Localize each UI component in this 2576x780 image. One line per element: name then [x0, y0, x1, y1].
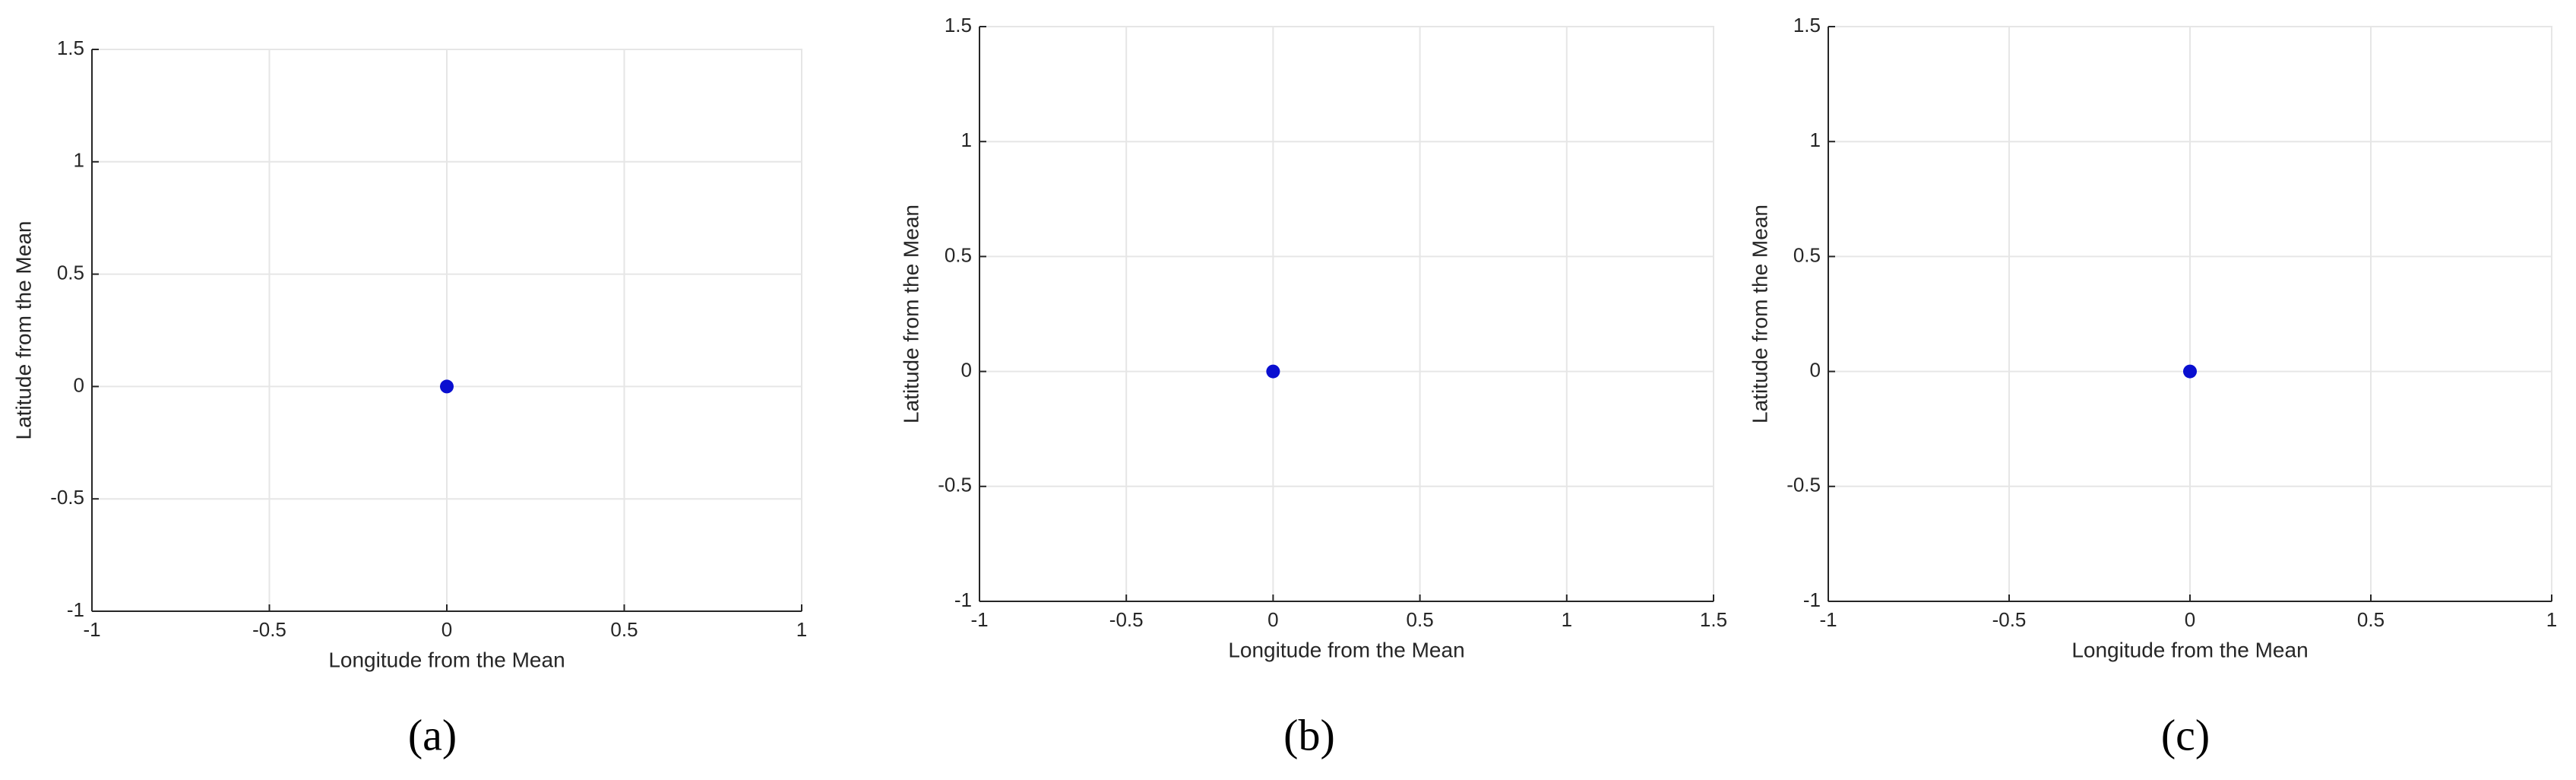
- y-tick-label: 0: [961, 358, 972, 381]
- x-tick-label: -1: [83, 618, 100, 641]
- y-tick-label: 1.5: [57, 36, 84, 59]
- y-tick-label: -1: [1803, 588, 1821, 611]
- y-tick-label: 1: [961, 128, 972, 151]
- y-tick-label: -0.5: [938, 474, 972, 496]
- point: [440, 379, 454, 394]
- y-axis-label: Latitude from the Mean: [11, 221, 35, 440]
- x-tick-label: 1.5: [1700, 608, 1727, 631]
- y-tick-label: -1: [954, 588, 972, 611]
- point: [2183, 364, 2197, 379]
- x-axis-label: Longitude from the Mean: [2071, 638, 2308, 661]
- x-tick-label: 1: [1562, 608, 1572, 631]
- caption: (a): [408, 710, 457, 759]
- y-axis-label: Latitude from the Mean: [899, 205, 922, 423]
- y-tick-label: 0: [74, 373, 84, 396]
- x-tick-label: 0: [1267, 608, 1278, 631]
- x-tick-label: -0.5: [252, 618, 286, 641]
- x-axis-label: Longitude from the Mean: [328, 648, 565, 671]
- x-tick-label: -1: [1819, 608, 1837, 631]
- y-tick-label: -0.5: [50, 486, 84, 509]
- x-tick-label: 1: [2546, 608, 2557, 631]
- caption: (b): [1283, 710, 1335, 759]
- x-tick-label: 0.5: [1407, 608, 1434, 631]
- y-tick-label: 1.5: [1793, 14, 1821, 36]
- x-tick-label: 0: [441, 618, 452, 641]
- y-tick-label: -0.5: [1786, 474, 1821, 496]
- x-tick-label: 0.5: [610, 618, 638, 641]
- x-tick-label: -0.5: [1109, 608, 1144, 631]
- plot-area: [979, 26, 1714, 602]
- y-tick-label: 0.5: [57, 261, 84, 284]
- y-tick-label: 1: [1810, 128, 1821, 151]
- x-tick-label: 0.5: [2357, 608, 2385, 631]
- caption: (c): [2161, 710, 2210, 759]
- y-axis-label: Latitude from the Mean: [1748, 205, 1771, 423]
- y-tick-label: 1: [74, 149, 84, 172]
- y-tick-label: -1: [67, 598, 84, 621]
- x-tick-label: 1: [796, 618, 807, 641]
- x-axis-label: Longitude from the Mean: [1228, 638, 1464, 661]
- y-tick-label: 0.5: [945, 243, 972, 266]
- y-tick-label: 0.5: [1793, 243, 1821, 266]
- x-tick-label: -0.5: [1992, 608, 2027, 631]
- x-tick-label: 0: [2185, 608, 2195, 631]
- y-tick-label: 1.5: [945, 14, 972, 36]
- point: [1266, 364, 1280, 379]
- y-tick-label: 0: [1810, 358, 1821, 381]
- x-tick-label: -1: [970, 608, 988, 631]
